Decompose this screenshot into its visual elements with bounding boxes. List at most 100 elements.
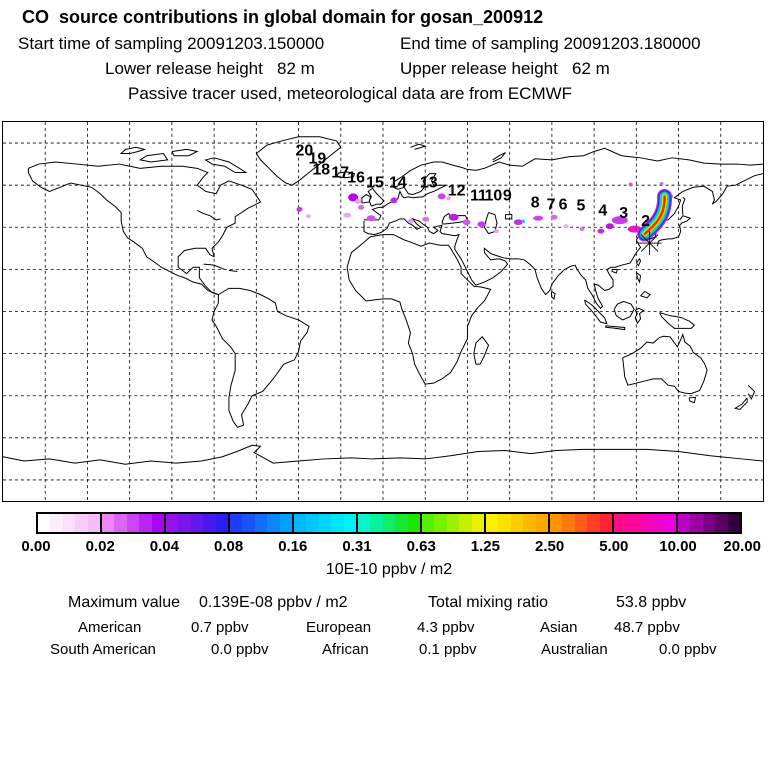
- colorbar-tick: 0.02: [85, 538, 115, 555]
- colorbar-band: [75, 514, 88, 532]
- colorbar-band: [50, 514, 63, 532]
- colorbar-band: [523, 514, 536, 532]
- trajectory-number-label: 12: [448, 182, 466, 199]
- colorbar-band: [471, 514, 485, 532]
- world-map: 20 19 18 17 16 15 14 13 12 11 10 9 8 7 6 5 4 3 2: [2, 121, 764, 502]
- colorbar-band: [318, 514, 332, 532]
- coastline: [203, 263, 225, 270]
- colorbar-tick: 0.63: [406, 538, 436, 555]
- coastline: [584, 299, 608, 325]
- colorbar-tick: 0.00: [21, 538, 51, 555]
- colorbar-band: [422, 514, 435, 532]
- colorbar-band: [382, 514, 396, 532]
- trail-dot: [513, 219, 523, 226]
- colorbar-band: [587, 514, 600, 532]
- coastline: [504, 214, 513, 220]
- colorbar-tick: 0.31: [342, 538, 372, 555]
- colorbar-band: [690, 514, 703, 532]
- trail-dot: [628, 182, 633, 187]
- coastline: [361, 194, 371, 204]
- colorbar-band: [446, 514, 460, 532]
- colorbar-band: [614, 514, 627, 532]
- trajectory-number-label: 17: [331, 165, 349, 182]
- colorbar-tick: 2.50: [534, 538, 565, 555]
- colorbar-band: [139, 514, 152, 532]
- coastline: [228, 269, 238, 273]
- colorbar-segment: [486, 514, 550, 532]
- colorbar-segment: [614, 514, 678, 532]
- coastline: [733, 397, 748, 410]
- trail-dot: [493, 229, 499, 234]
- page-title: CO source contributions in global domain…: [22, 7, 544, 27]
- coastline: [483, 212, 498, 235]
- trail-dot: [437, 193, 446, 200]
- colorbar-tick: 0.08: [213, 538, 244, 555]
- coastline: [492, 152, 506, 163]
- colorbar-segment: [294, 514, 358, 532]
- coastline: [410, 143, 427, 150]
- coastline: [367, 187, 385, 207]
- trajectory-number-label: 11: [470, 187, 487, 204]
- trajectory-number-label: 5: [577, 197, 586, 214]
- plume-smear: [611, 216, 628, 225]
- lower-release-text: Lower release height 82 m: [105, 59, 315, 78]
- total-ratio-value: 53.8 ppbv: [616, 594, 687, 611]
- colorbar-band: [190, 514, 204, 532]
- coastline: [204, 157, 248, 173]
- colorbar-band: [370, 514, 383, 532]
- tracer-note-text: Passive tracer used, meteorological data…: [128, 84, 573, 103]
- trail-dot: [563, 224, 569, 229]
- trail-dot: [521, 219, 526, 224]
- european-label: European: [306, 619, 372, 636]
- coastline: [605, 325, 626, 331]
- south-american-label: South American: [50, 641, 156, 658]
- trajectory-number-label: 9: [503, 187, 512, 204]
- colorbar-band: [663, 514, 677, 532]
- coastline: [138, 153, 169, 163]
- trail-dot: [343, 212, 352, 218]
- colorbar-tick: 20.00: [723, 538, 761, 555]
- trajectory-number-label: 15: [366, 174, 384, 191]
- trajectory-number-label: 7: [547, 196, 556, 213]
- colorbar-band: [574, 514, 588, 532]
- trail-dot: [477, 221, 486, 228]
- coastline: [659, 312, 696, 329]
- trajectory-number-label: 14: [389, 174, 407, 191]
- trail-dot: [462, 219, 471, 226]
- colorbar-band: [151, 514, 165, 532]
- trail-dot: [355, 198, 362, 204]
- trajectory-number-label: 2: [641, 213, 650, 230]
- colorbar-segment: [678, 514, 741, 532]
- trajectory-number-label: 16: [347, 170, 365, 187]
- colorbar-segment: [38, 514, 102, 532]
- trajectory-number-label: 6: [559, 196, 568, 213]
- trail-dot: [597, 228, 605, 234]
- colorbar-band: [215, 514, 229, 532]
- american-value: 0.7 ppbv: [191, 619, 249, 636]
- trail-dot: [422, 216, 430, 222]
- colorbar-band: [331, 514, 344, 532]
- colorbar-unit-label: 10E-10 ppbv / m2: [325, 561, 453, 578]
- colorbar-band: [550, 514, 563, 532]
- coastline: [346, 234, 492, 385]
- plume-layer: [643, 195, 666, 236]
- colorbar-band: [358, 514, 371, 532]
- coastline: [363, 173, 763, 310]
- asian-value: 48.7 ppbv: [614, 619, 680, 636]
- colorbar-band: [498, 514, 511, 532]
- coastline: [635, 272, 642, 284]
- colorbar-band: [242, 514, 255, 532]
- trail-dot: [305, 214, 311, 219]
- colorbar-band: [343, 514, 357, 532]
- coastline: [656, 215, 692, 247]
- colorbar-segment: [166, 514, 230, 532]
- trajectory-number-label: 19: [308, 151, 326, 168]
- colorbar-tick: 0.04: [149, 538, 179, 555]
- colorbar-band: [62, 514, 76, 532]
- trajectory-number-label: 8: [531, 194, 540, 211]
- colorbar-band: [178, 514, 191, 532]
- trajectory-number-label: 13: [420, 174, 438, 191]
- colorbar-band: [38, 514, 51, 532]
